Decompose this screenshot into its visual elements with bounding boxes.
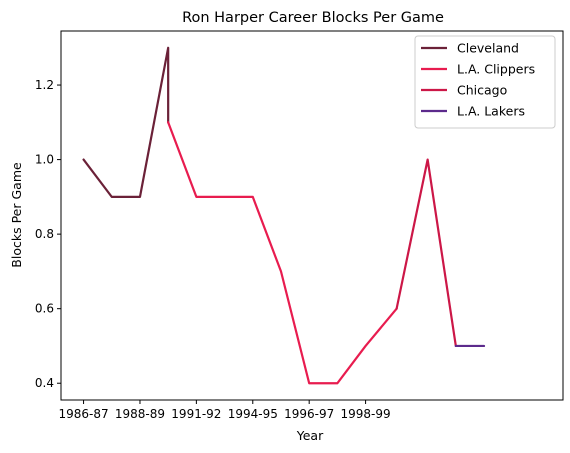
x-tick-label: 1996-97 bbox=[284, 407, 334, 421]
plot-series bbox=[82, 46, 486, 385]
x-axis-ticks: 1986-87 1988-89 1991-92 1994-95 1996-97 1998-… bbox=[58, 400, 391, 421]
legend-label: Chicago bbox=[457, 83, 507, 98]
y-tick-label: 0.8 bbox=[35, 227, 54, 241]
series-line-2 bbox=[395, 158, 457, 348]
y-axis-ticks: 0.4 0.6 0.8 1.0 1.2 bbox=[35, 78, 61, 390]
legend-frame bbox=[414, 35, 556, 129]
x-tick-label: 1994-95 bbox=[228, 407, 278, 421]
legend: Cleveland L.A. Clippers Chicago L.A. Lakers bbox=[414, 35, 556, 129]
x-tick-label: 1998-99 bbox=[341, 407, 391, 421]
x-tick-label: 1986-87 bbox=[58, 407, 108, 421]
legend-items: Cleveland L.A. Clippers Chicago L.A. Lakers bbox=[421, 41, 535, 119]
plot-area-frame bbox=[60, 30, 564, 401]
chart-title: Ron Harper Career Blocks Per Game bbox=[182, 10, 444, 26]
series-line-0 bbox=[82, 46, 170, 198]
y-tick-label: 1.0 bbox=[35, 153, 54, 167]
x-tick-label: 1991-92 bbox=[171, 407, 221, 421]
y-tick-label: 1.2 bbox=[35, 78, 54, 92]
y-tick-label: 0.6 bbox=[35, 302, 54, 316]
y-axis-label: Blocks Per Game bbox=[9, 162, 24, 268]
legend-label: L.A. Lakers bbox=[457, 104, 525, 119]
legend-label: L.A. Clippers bbox=[457, 62, 535, 77]
series-line-1 bbox=[167, 121, 398, 385]
legend-label: Cleveland bbox=[457, 41, 519, 56]
x-tick-label: 1988-89 bbox=[115, 407, 165, 421]
x-axis-label: Year bbox=[296, 428, 324, 443]
y-tick-label: 0.4 bbox=[35, 376, 54, 390]
